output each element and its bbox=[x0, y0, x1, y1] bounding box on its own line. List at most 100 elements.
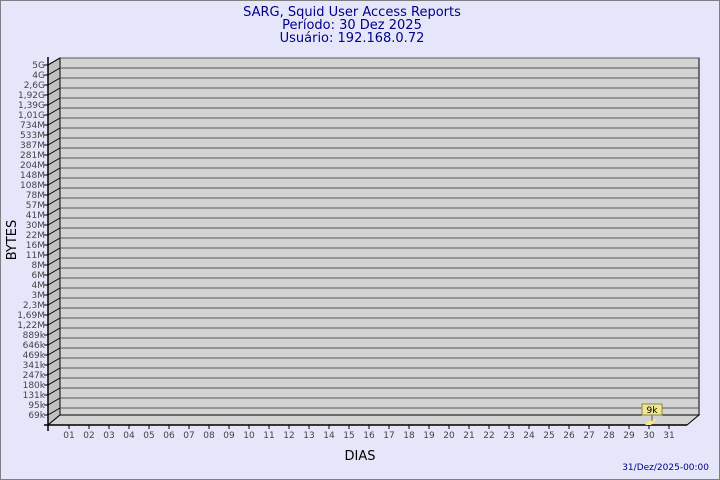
x-tick-label: 10 bbox=[243, 431, 255, 441]
x-tick-label: 22 bbox=[483, 431, 494, 441]
x-tick-label: 03 bbox=[103, 431, 114, 441]
y-tick-label: 1,39G bbox=[18, 101, 45, 111]
y-tick-label: 734M bbox=[20, 121, 45, 131]
y-tick-label: 180k bbox=[23, 381, 46, 391]
gridline-side bbox=[47, 197, 61, 206]
gridline-side bbox=[47, 237, 61, 246]
y-tick-label: 131k bbox=[23, 391, 46, 401]
y-tick-label: 69k bbox=[28, 411, 45, 421]
x-axis-label: DIAS bbox=[345, 449, 376, 464]
plot-floor bbox=[46, 414, 701, 426]
x-tick-label: 08 bbox=[203, 431, 215, 441]
y-tick-label: 247k bbox=[23, 371, 46, 381]
gridline-side bbox=[47, 117, 61, 126]
x-tick-label: 23 bbox=[503, 431, 514, 441]
gridline-side bbox=[47, 317, 61, 326]
y-tick-label: 387M bbox=[20, 141, 45, 151]
x-tick-label: 18 bbox=[403, 431, 415, 441]
gridline-side bbox=[47, 167, 61, 176]
chart-subtitle-period: Período: 30 Dez 2025 bbox=[282, 18, 422, 33]
x-tick-label: 29 bbox=[623, 431, 635, 441]
gridline-side bbox=[47, 77, 61, 86]
x-tick-label: 28 bbox=[603, 431, 615, 441]
gridline-side bbox=[47, 87, 61, 96]
gridline-side bbox=[47, 127, 61, 136]
y-tick-label: 204M bbox=[20, 161, 45, 171]
x-tick-label: 21 bbox=[463, 431, 474, 441]
gridline-side bbox=[47, 327, 61, 336]
y-tick-label: 1,22M bbox=[17, 321, 45, 331]
gridline-side bbox=[47, 397, 61, 406]
x-tick-label: 02 bbox=[83, 431, 94, 441]
y-tick-label: 4M bbox=[32, 281, 46, 291]
gridline-side bbox=[47, 407, 61, 416]
x-tick-label: 12 bbox=[283, 431, 294, 441]
gridline-side bbox=[47, 387, 61, 396]
gridline-side bbox=[47, 287, 61, 296]
y-tick-label: 5G bbox=[32, 61, 45, 71]
x-tick-label: 15 bbox=[343, 431, 354, 441]
y-tick-label: 469k bbox=[23, 351, 46, 361]
y-tick-label: 16M bbox=[26, 241, 45, 251]
x-tick-label: 31 bbox=[663, 431, 674, 441]
x-tick-label: 30 bbox=[643, 431, 655, 441]
gridline-side bbox=[47, 207, 61, 216]
x-tick-label: 13 bbox=[303, 431, 314, 441]
gridline-side bbox=[47, 367, 61, 376]
gridline-side bbox=[47, 247, 61, 256]
y-tick-label: 2,3M bbox=[23, 301, 45, 311]
x-tick-label: 19 bbox=[423, 431, 435, 441]
y-tick-label: 6M bbox=[32, 271, 46, 281]
bar-data-label: 9k bbox=[647, 406, 659, 416]
y-tick-label: 533M bbox=[20, 131, 45, 141]
y-tick-label: 41M bbox=[26, 211, 45, 221]
y-tick-label: 95k bbox=[28, 401, 45, 411]
gridline-side bbox=[47, 347, 61, 356]
gridline-side bbox=[47, 377, 61, 386]
y-tick-label: 1,92G bbox=[18, 91, 45, 101]
y-tick-label: 30M bbox=[26, 221, 45, 231]
gridline-side bbox=[47, 227, 61, 236]
gridline-side bbox=[47, 357, 61, 366]
x-tick-label: 20 bbox=[443, 431, 455, 441]
x-tick-label: 16 bbox=[363, 431, 375, 441]
gridline-side bbox=[47, 267, 61, 276]
x-tick-label: 07 bbox=[183, 431, 194, 441]
x-tick-label: 09 bbox=[223, 431, 235, 441]
gridline-side bbox=[47, 297, 61, 306]
gridline-side bbox=[47, 147, 61, 156]
chart-subtitle-user: Usuário: 192.168.0.72 bbox=[280, 31, 425, 46]
y-tick-label: 341k bbox=[23, 361, 46, 371]
gridline-side bbox=[47, 277, 61, 286]
y-tick-label: 148M bbox=[20, 171, 45, 181]
bar-label-box bbox=[641, 403, 663, 416]
gridline-side bbox=[47, 337, 61, 346]
x-tick-label: 11 bbox=[263, 431, 274, 441]
y-tick-label: 108M bbox=[20, 181, 45, 191]
x-tick-label: 14 bbox=[323, 431, 335, 441]
gridline-side bbox=[47, 137, 61, 146]
x-tick-label: 27 bbox=[583, 431, 594, 441]
x-tick-label: 17 bbox=[383, 431, 394, 441]
bar bbox=[645, 419, 657, 425]
gridline-side bbox=[47, 157, 61, 166]
y-tick-label: 889k bbox=[23, 331, 46, 341]
y-tick-label: 11M bbox=[26, 251, 45, 261]
x-tick-label: 25 bbox=[543, 431, 554, 441]
y-tick-label: 1,69M bbox=[17, 311, 45, 321]
gridline-side bbox=[47, 57, 61, 66]
x-tick-label: 24 bbox=[523, 431, 535, 441]
x-tick-label: 01 bbox=[63, 431, 74, 441]
x-tick-label: 05 bbox=[143, 431, 154, 441]
y-tick-label: 1,01G bbox=[18, 111, 45, 121]
y-tick-label: 2,6G bbox=[24, 81, 45, 91]
gridline-side bbox=[47, 217, 61, 226]
gridline-side bbox=[47, 177, 61, 186]
y-tick-label: 8M bbox=[32, 261, 46, 271]
y-tick-label: 78M bbox=[26, 191, 45, 201]
y-tick-label: 22M bbox=[26, 231, 45, 241]
x-tick-label: 26 bbox=[563, 431, 575, 441]
gridline-side bbox=[47, 307, 61, 316]
y-tick-label: 646k bbox=[23, 341, 46, 351]
y-axis-label: BYTES bbox=[5, 220, 20, 261]
